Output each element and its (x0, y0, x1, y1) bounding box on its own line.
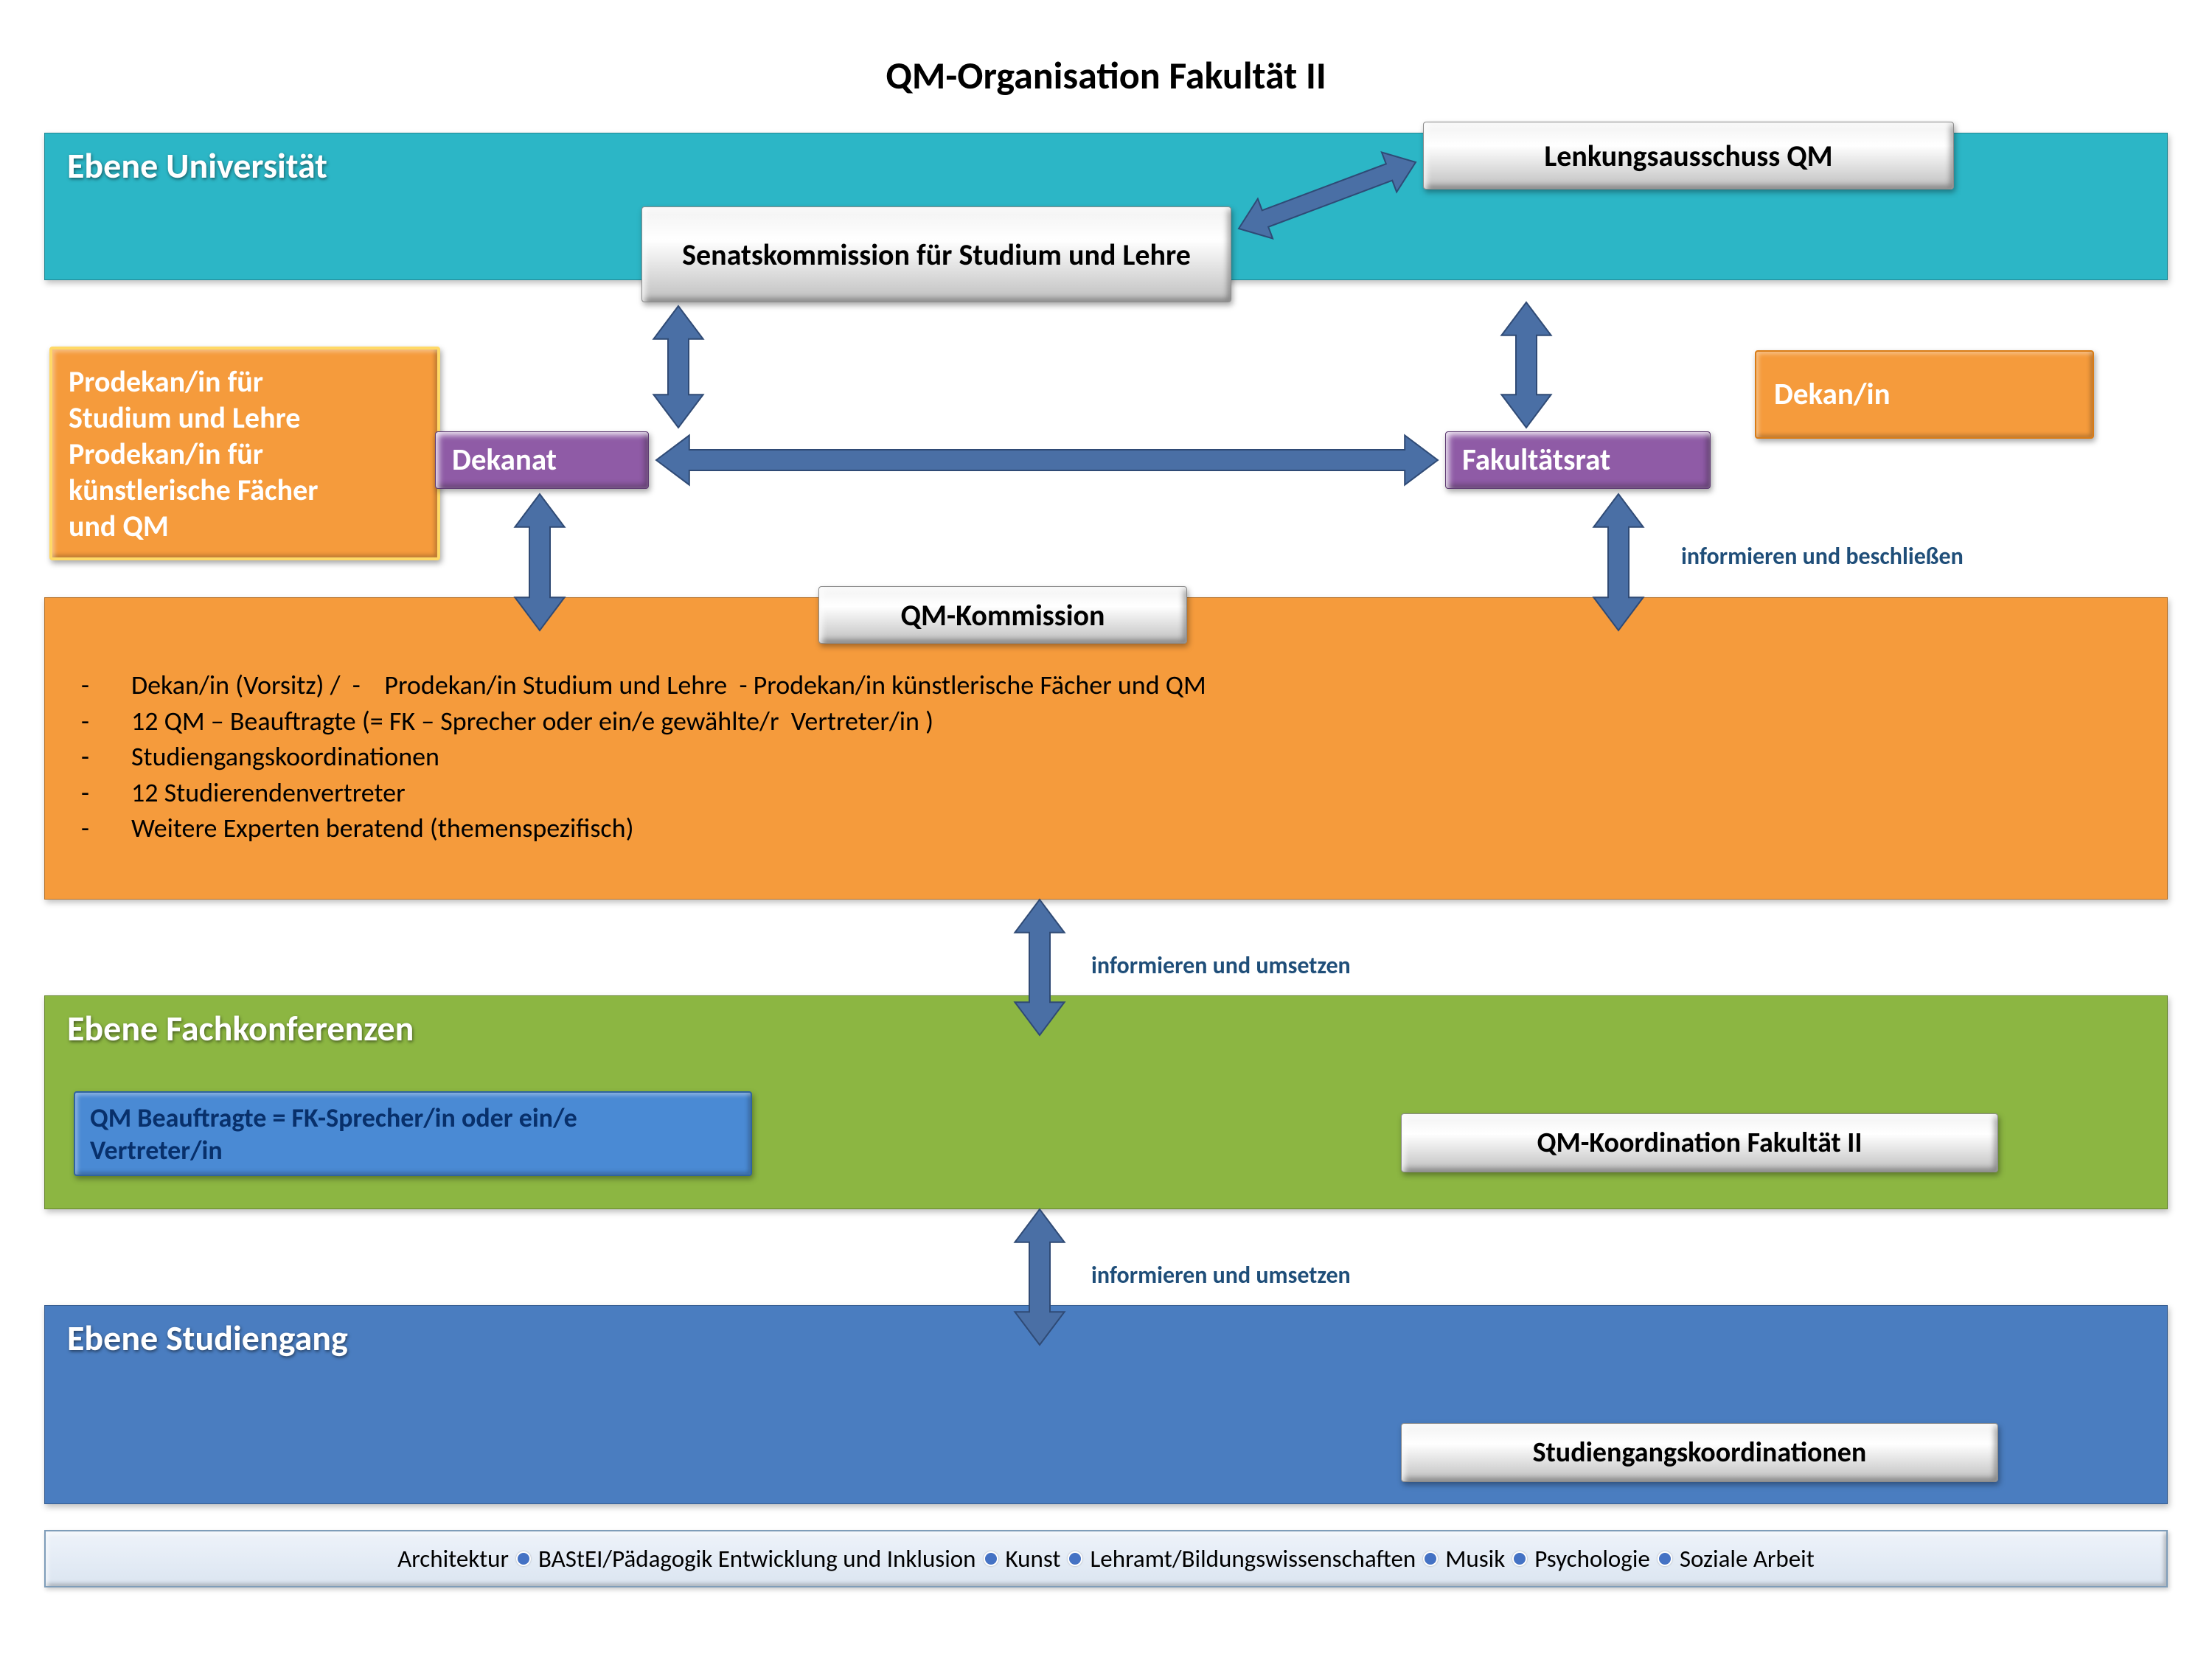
box-qm-kommission: QM-Kommission (818, 586, 1187, 644)
box-dekanat-label: Dekanat (436, 437, 648, 483)
box-dekanat: Dekanat (435, 431, 649, 489)
subject-item: Psychologie (1534, 1544, 1650, 1573)
box-qm-beauftragte: QM Beauftragte = FK-Sprecher/in oder ein… (74, 1091, 752, 1176)
box-senatskommission-label: Senatskommission für Studium und Lehre (672, 232, 1201, 277)
box-dekanin: Dekan/in (1755, 350, 2094, 439)
subject-item: Architektur (397, 1544, 509, 1573)
box-qm-beauftragte-text: QM Beauftragte = FK-Sprecher/in oder ein… (75, 1093, 592, 1175)
box-lenkungsausschuss: Lenkungsausschuss QM (1423, 122, 1954, 189)
box-qm-koordination-label: QM-Koordination Fakultät II (1526, 1121, 1872, 1164)
box-prodekan-text: Prodekan/in fürStudium und LehreProdekan… (52, 352, 334, 556)
box-senatskommission: Senatskommission für Studium und Lehre (641, 206, 1231, 302)
subject-item: Musik (1445, 1544, 1505, 1573)
label-informieren-beschliessen: informieren und beschließen (1681, 542, 1964, 571)
bullet-icon (984, 1551, 998, 1566)
bullet-icon (1658, 1551, 1672, 1566)
box-qm-koordination: QM-Koordination Fakultät II (1401, 1113, 1998, 1172)
box-qm-kommission-label: QM-Kommission (891, 593, 1116, 638)
band-studiengang-title: Ebene Studiengang (45, 1306, 2167, 1370)
box-lenkungsausschuss-label: Lenkungsausschuss QM (1534, 133, 1843, 178)
arrow-dekanat-fakrat (656, 435, 1438, 484)
subjects-bar: Architektur BAStEI/Pädagogik Entwicklung … (44, 1530, 2168, 1587)
box-fakultaetsrat: Fakultätsrat (1445, 431, 1711, 489)
bullet-icon (1423, 1551, 1438, 1566)
bullet-icon (516, 1551, 531, 1566)
arrow-senat-fakrat (1501, 302, 1551, 428)
box-fakultaetsrat-label: Fakultätsrat (1446, 437, 1710, 483)
box-dekanin-label: Dekan/in (1756, 367, 2093, 422)
box-studiengangskoordinationen-label: Studiengangskoordinationen (1523, 1431, 1877, 1474)
subject-item: Lehramt/Bildungswissenschaften (1090, 1544, 1416, 1573)
subject-item: BAStEI/Pädagogik Entwicklung und Inklusi… (538, 1544, 976, 1573)
bullet-icon (1512, 1551, 1527, 1566)
box-studiengangskoordinationen: Studiengangskoordinationen (1401, 1423, 1998, 1482)
arrow-senat-dekanat (653, 306, 703, 428)
diagram-canvas: QM-Organisation Fakultät II Ebene Univer… (0, 0, 2212, 1659)
page-title: QM-Organisation Fakultät II (0, 52, 2212, 99)
band-fachkonferenzen-title: Ebene Fachkonferenzen (45, 996, 2167, 1060)
qm-kommission-list: - Dekan/in (Vorsitz) / - Prodekan/in Stu… (81, 667, 1206, 846)
label-informieren-umsetzen-2: informieren und umsetzen (1091, 1261, 1351, 1290)
subject-item: Soziale Arbeit (1680, 1544, 1815, 1573)
label-informieren-umsetzen-1: informieren und umsetzen (1091, 951, 1351, 980)
box-prodekan: Prodekan/in fürStudium und LehreProdekan… (49, 347, 440, 560)
subject-item: Kunst (1006, 1544, 1061, 1573)
bullet-icon (1068, 1551, 1082, 1566)
